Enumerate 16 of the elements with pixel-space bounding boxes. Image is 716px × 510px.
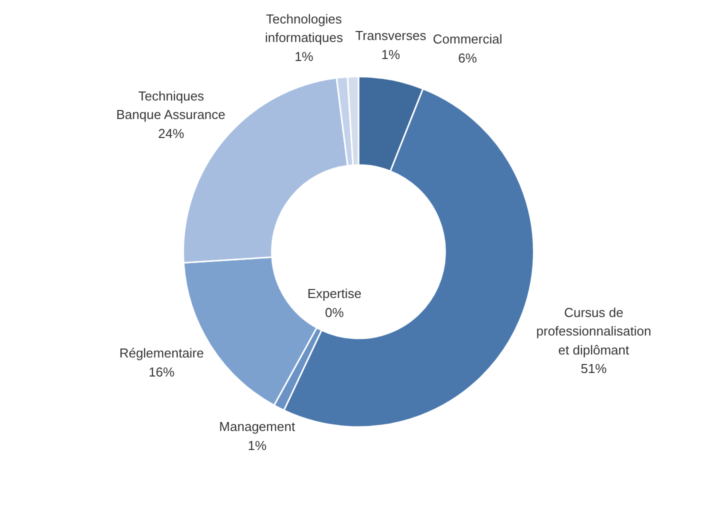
data-label: 16%: [148, 364, 176, 380]
text: 0%: [325, 304, 344, 320]
category-label: Expertise: [307, 286, 362, 302]
data-label: 51%: [580, 361, 608, 376]
slice-label: Transverses: [355, 28, 427, 44]
slice-label: Management: [219, 419, 296, 434]
data-label: 1%: [381, 46, 401, 62]
data-label: 24%: [158, 126, 185, 141]
slice-label: Cursus de professionnalisation et diplômant: [536, 304, 652, 358]
data-label: 1%: [294, 48, 314, 64]
slice-label: Technologies informatiques: [264, 11, 344, 46]
slice-label: Techniques Banque Assurance: [116, 88, 226, 122]
data-label: 1%: [248, 438, 267, 453]
slice-label: Réglementaire: [119, 346, 204, 361]
slice-label: Commercial: [432, 32, 502, 47]
data-label: 6%: [458, 50, 478, 66]
